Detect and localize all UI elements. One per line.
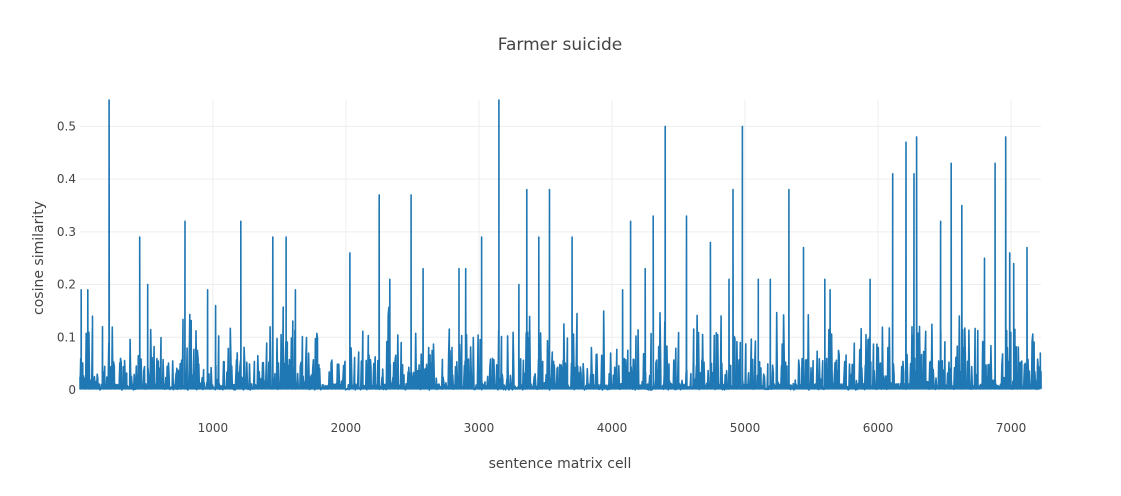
y-tick-label: 0.4 — [57, 172, 76, 186]
y-axis: 0 0.1 0.2 0.3 0.4 0.5 — [57, 119, 76, 397]
chart-title: Farmer suicide — [498, 35, 622, 55]
x-tick-label: 7000 — [996, 421, 1027, 435]
x-tick-label: 2000 — [331, 421, 362, 435]
x-tick-label: 3000 — [464, 421, 495, 435]
y-tick-label: 0.3 — [57, 225, 76, 239]
y-tick-label: 0.2 — [57, 278, 76, 292]
x-tick-label: 1000 — [198, 421, 229, 435]
x-tick-label: 5000 — [730, 421, 761, 435]
y-tick-label: 0 — [68, 383, 76, 397]
y-axis-title: cosine similarity — [31, 201, 47, 315]
y-tick-label: 0.5 — [57, 119, 76, 133]
series-line — [79, 99, 1042, 391]
x-axis: 1000 2000 3000 4000 5000 6000 7000 — [198, 421, 1027, 435]
x-axis-title: sentence matrix cell — [489, 456, 632, 472]
x-tick-label: 6000 — [863, 421, 894, 435]
plot-area — [79, 99, 1042, 391]
y-tick-label: 0.1 — [57, 330, 76, 344]
gridlines — [80, 100, 1041, 390]
x-tick-label: 4000 — [597, 421, 628, 435]
